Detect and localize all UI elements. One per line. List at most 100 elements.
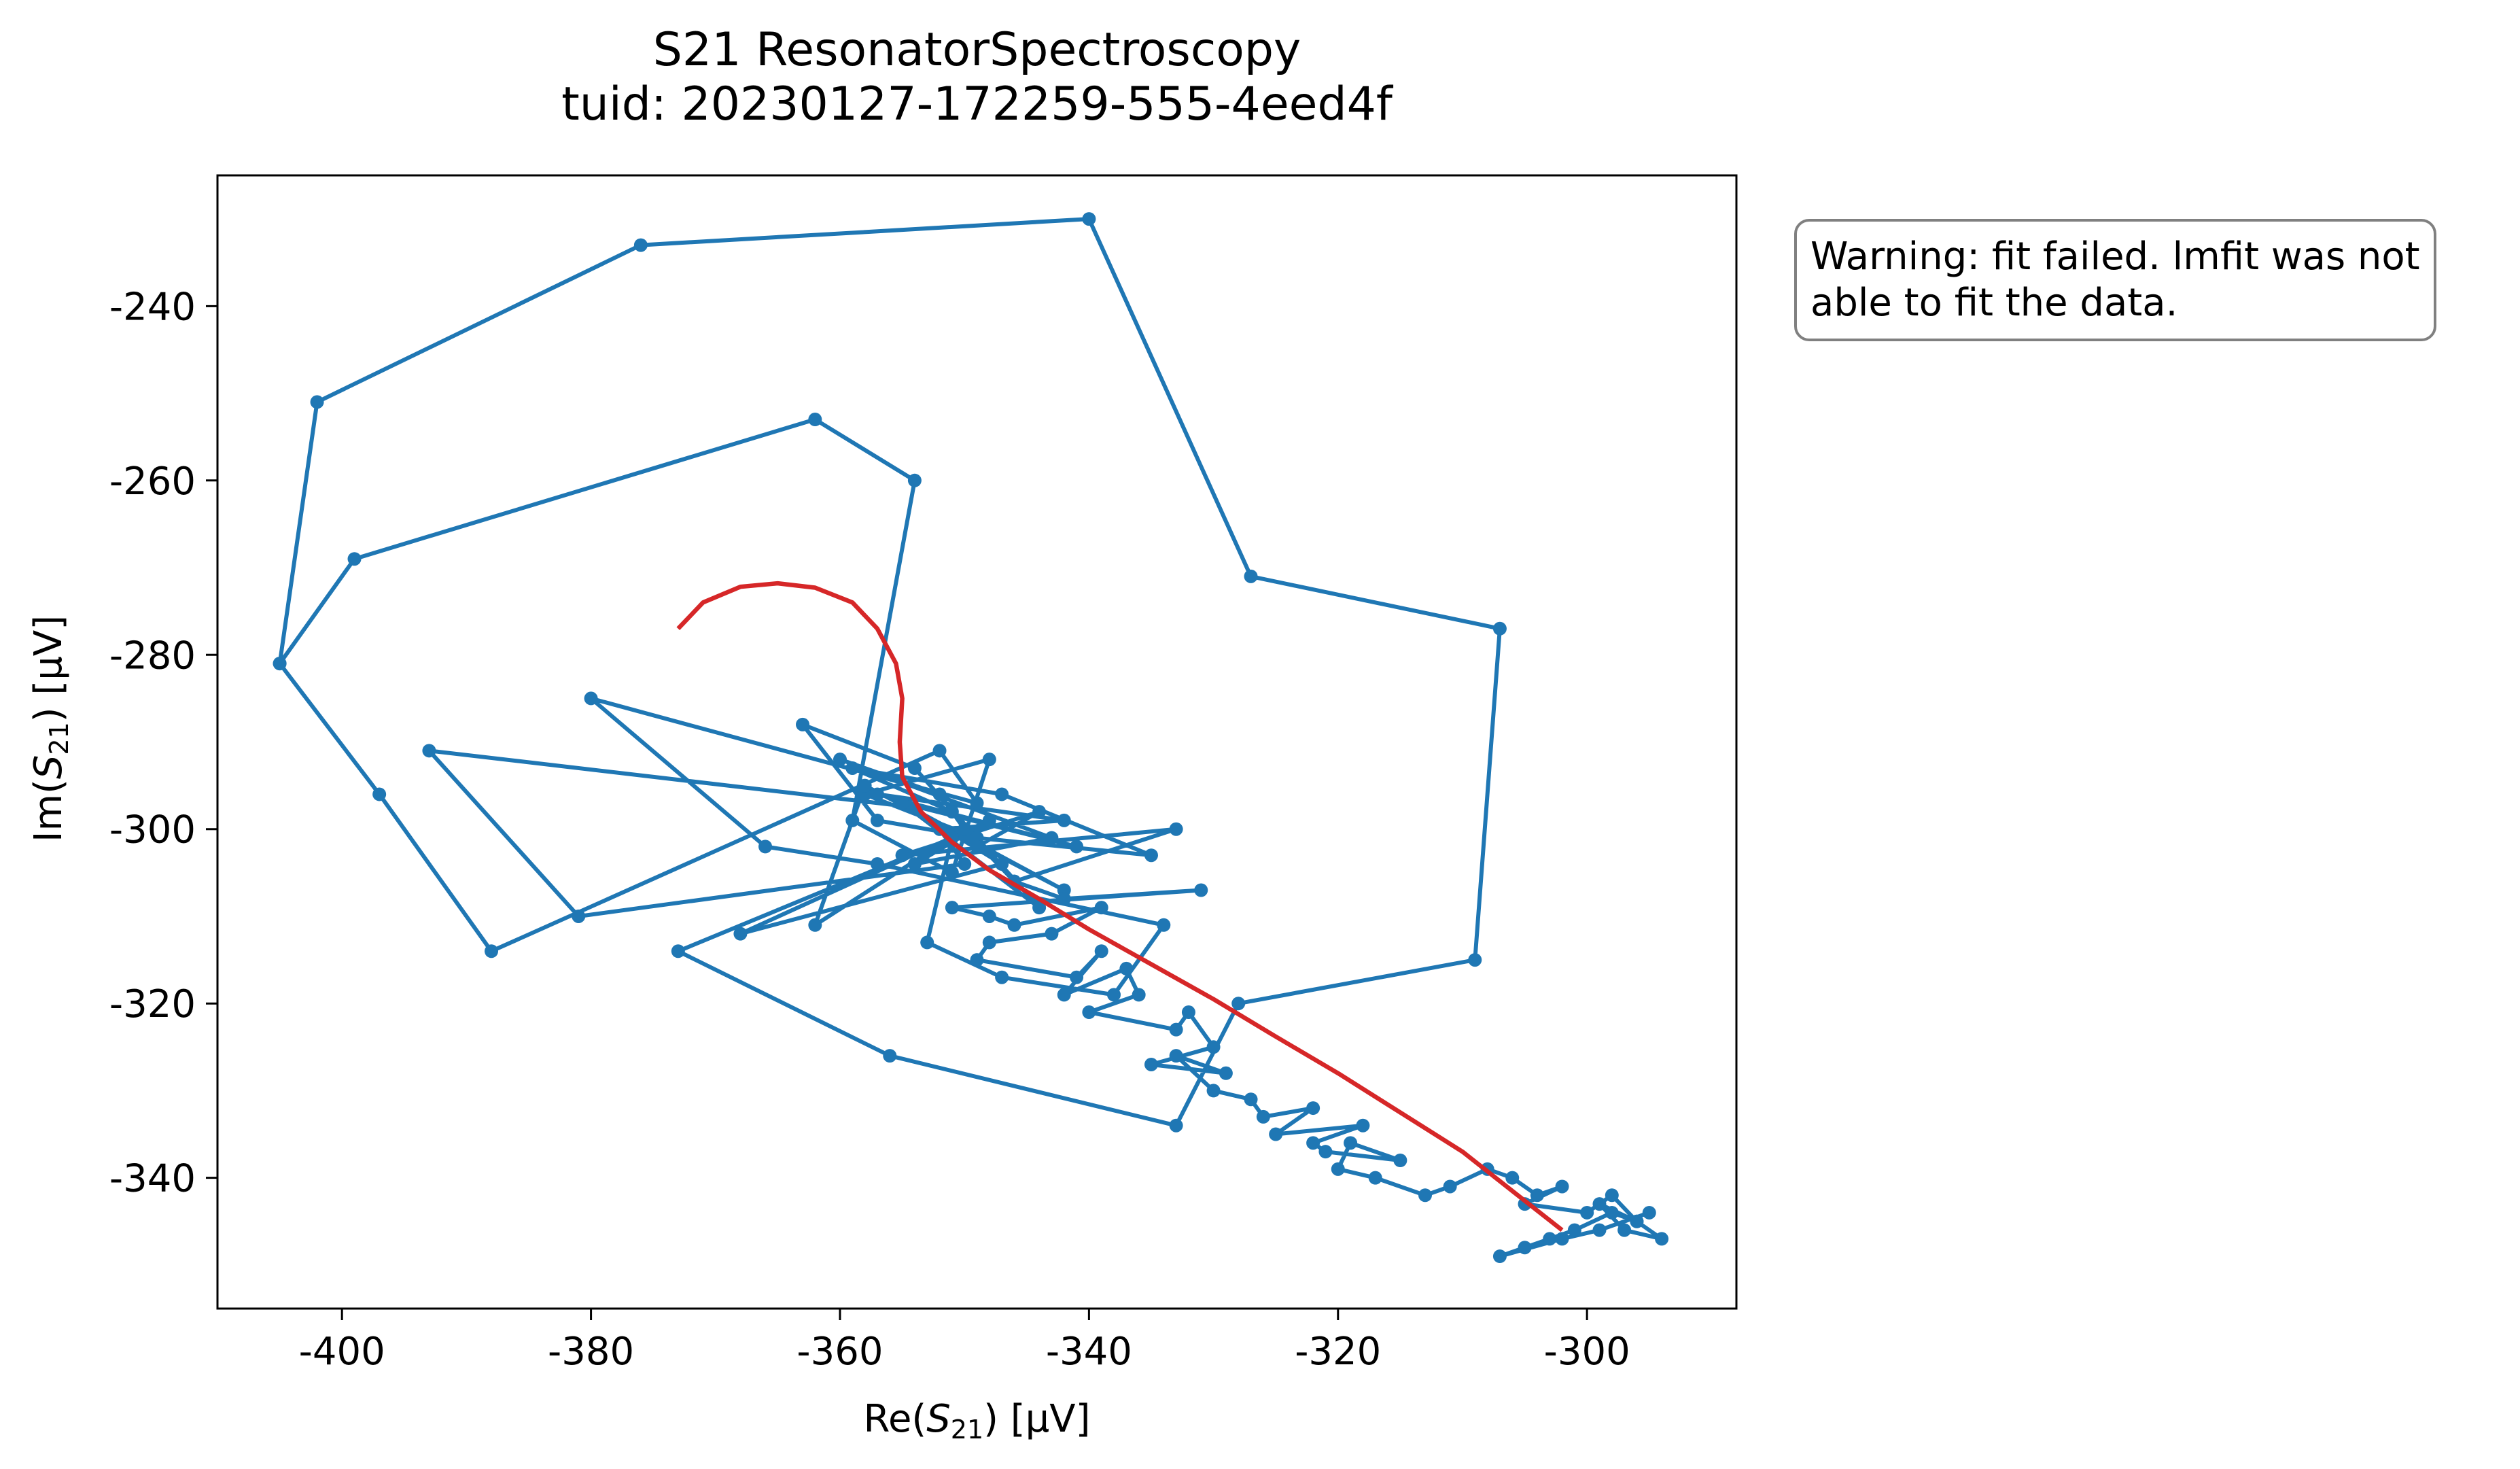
data-point xyxy=(1256,1109,1270,1124)
data-point xyxy=(895,848,909,863)
data-point xyxy=(1082,212,1096,226)
y-tick-label: -340 xyxy=(109,1157,196,1201)
data-point xyxy=(920,935,934,950)
data-point xyxy=(1605,1205,1619,1220)
data-point xyxy=(1169,1049,1183,1063)
data-point xyxy=(1642,1205,1656,1220)
data-point xyxy=(1144,848,1158,863)
data-point xyxy=(1144,1057,1158,1071)
fit-warning-line2: able to fit the data. xyxy=(1810,281,2178,325)
data-point xyxy=(1219,1066,1233,1080)
data-point xyxy=(1443,1179,1457,1194)
y-tick-label: -240 xyxy=(109,285,196,329)
data-point xyxy=(1543,1232,1557,1246)
data-point xyxy=(958,857,972,871)
data-series-line xyxy=(277,217,1664,1259)
x-axis-label-subscript: 21 xyxy=(950,1415,984,1445)
data-point xyxy=(485,944,499,958)
data-point xyxy=(945,865,959,880)
data-point xyxy=(1567,1223,1581,1237)
y-axis-label-suffix: ) [μV] xyxy=(27,615,71,723)
data-point xyxy=(970,953,984,967)
data-point xyxy=(1181,1005,1195,1020)
data-point xyxy=(758,840,773,854)
data-point xyxy=(1169,822,1183,836)
data-point xyxy=(1269,1127,1283,1141)
data-point xyxy=(808,918,822,932)
fit-curve-line xyxy=(676,581,1564,1232)
data-point xyxy=(1206,1040,1221,1054)
data-point xyxy=(1057,813,1071,827)
data-point xyxy=(1368,1171,1382,1185)
x-tick-label: -400 xyxy=(299,1330,385,1374)
data-point xyxy=(945,805,959,819)
data-point xyxy=(870,787,884,801)
data-point xyxy=(845,761,860,775)
data-point xyxy=(895,796,909,810)
fit-warning-line1: Warning: fit failed. lmfit was not xyxy=(1810,235,2420,279)
data-point xyxy=(1592,1197,1607,1211)
data-point xyxy=(572,909,586,923)
data-point xyxy=(1318,1145,1333,1159)
axes-frame xyxy=(216,174,1738,1310)
data-point xyxy=(932,744,947,758)
data-point xyxy=(1592,1223,1607,1237)
data-point xyxy=(907,761,922,775)
x-tick-label: -360 xyxy=(797,1330,883,1374)
chart-subtitle: tuid: 20230127-172259-555-4eed4f xyxy=(561,77,1393,131)
data-point xyxy=(845,813,860,827)
data-point xyxy=(1070,840,1084,854)
data-point xyxy=(1617,1223,1632,1237)
data-point xyxy=(870,857,884,871)
data-point xyxy=(1107,988,1121,1002)
data-point xyxy=(1057,892,1071,906)
data-point xyxy=(1605,1188,1619,1203)
data-point xyxy=(273,657,287,671)
data-point xyxy=(1169,1022,1183,1037)
data-point xyxy=(1630,1214,1644,1228)
data-point xyxy=(1492,621,1507,636)
data-point xyxy=(982,753,996,767)
data-point xyxy=(1057,988,1071,1002)
data-point xyxy=(1306,1101,1320,1116)
chart-title: S21 ResonatorSpectroscopy xyxy=(652,23,1301,77)
x-axis-label-suffix: ) [μV] xyxy=(983,1397,1091,1441)
data-point xyxy=(633,238,648,252)
data-point xyxy=(1655,1232,1669,1246)
data-point xyxy=(858,778,872,793)
data-point xyxy=(970,840,984,854)
data-point xyxy=(1045,927,1059,941)
data-point xyxy=(310,395,324,409)
y-tick-label: -260 xyxy=(109,460,196,504)
data-point xyxy=(1244,569,1258,583)
data-point xyxy=(1468,953,1482,967)
data-point xyxy=(982,935,996,950)
data-point xyxy=(1244,1092,1258,1107)
data-point xyxy=(584,691,598,706)
data-point xyxy=(1518,1241,1532,1255)
y-axis-label-subscript: 21 xyxy=(44,722,74,755)
data-point xyxy=(982,813,996,827)
data-point xyxy=(907,857,922,871)
data-point xyxy=(1555,1232,1569,1246)
data-point xyxy=(945,901,959,915)
data-point xyxy=(932,787,947,801)
data-point xyxy=(372,787,387,801)
y-tick-label: -300 xyxy=(109,808,196,852)
data-point xyxy=(1306,1136,1320,1150)
data-point xyxy=(1094,901,1108,915)
data-point xyxy=(995,857,1009,871)
data-point xyxy=(1132,988,1146,1002)
data-point xyxy=(1344,1136,1358,1150)
y-tick-label: -320 xyxy=(109,982,196,1026)
data-point xyxy=(958,822,972,836)
data-point xyxy=(671,944,685,958)
data-point xyxy=(1169,1118,1183,1133)
x-axis-label-symbol: S xyxy=(926,1397,951,1441)
x-tick-label: -320 xyxy=(1295,1330,1381,1374)
data-point xyxy=(995,970,1009,984)
data-point xyxy=(883,1049,897,1063)
data-point xyxy=(347,552,362,566)
data-point xyxy=(870,813,884,827)
